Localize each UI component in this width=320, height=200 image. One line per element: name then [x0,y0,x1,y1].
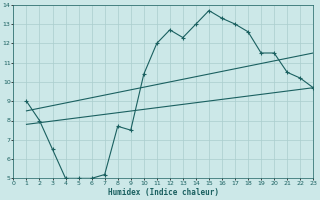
X-axis label: Humidex (Indice chaleur): Humidex (Indice chaleur) [108,188,219,197]
